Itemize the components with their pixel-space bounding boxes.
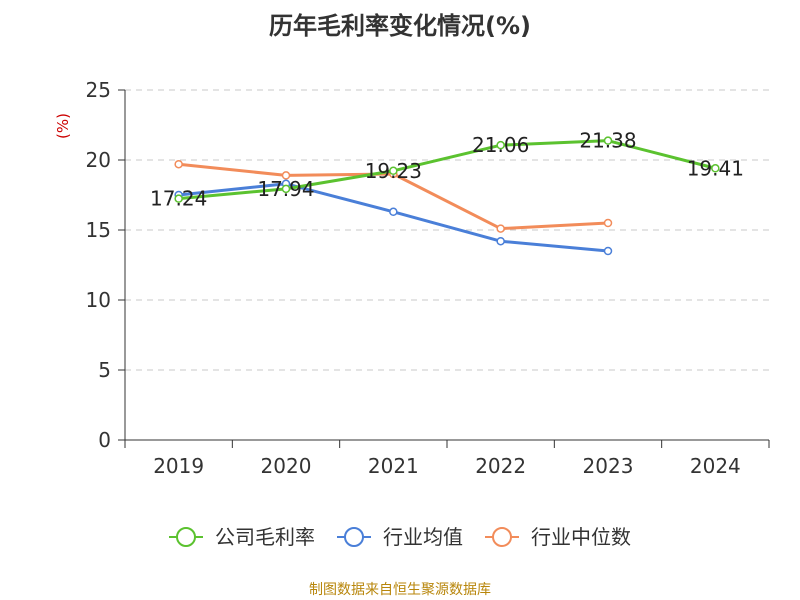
series-line [177,139,717,201]
legend-swatch-marker [344,527,364,547]
data-point [389,207,398,217]
y-tick-label: 0 [98,428,111,452]
data-point [281,184,291,194]
chart-title: 历年毛利率变化情况(%) [269,12,531,40]
x-tick-label: 2021 [368,454,419,478]
data-label: 17.94 [257,177,314,201]
x-tick-label: 2022 [475,454,526,478]
data-labels: 17.24 17.94 19.23 21.06 21.38 19.41 [150,129,744,211]
grid-lines [125,89,769,371]
data-point [603,136,613,145]
source-note: 制图数据来自恒生聚源数据库 [309,582,491,598]
x-tick-label: 2020 [261,454,312,478]
data-label: 21.06 [472,133,529,157]
y-tick-label: 25 [86,78,111,102]
data-point [603,218,613,228]
x-tick-label: 2019 [153,454,204,478]
data-point [389,166,398,176]
legend-swatch-marker [492,527,512,547]
legend: 公司毛利率 行业均值 行业中位数 [169,525,631,549]
data-label: 19.41 [687,156,744,180]
data-point [496,236,505,246]
x-tick-label: 2024 [690,454,741,478]
data-point [281,171,291,180]
data-point [496,224,505,233]
data-point [496,140,505,150]
y-tick-label: 10 [86,288,111,312]
legend-label: 行业均值 [383,525,463,549]
y-tick-label: 5 [98,358,111,382]
legend-label: 行业中位数 [531,525,631,549]
data-point [174,159,183,169]
data-point [174,194,183,203]
data-label: 19.23 [365,159,422,183]
legend-swatch-marker [176,527,196,547]
data-point [603,246,613,256]
axes: 0 5 10 15 20 25 2019 2020 2021 2022 2023 2024 [86,78,770,478]
data-label: 17.24 [150,187,207,211]
x-tick-label: 2023 [583,454,634,478]
y-tick-label: 15 [86,218,111,242]
y-axis-unit-label: (%) [54,113,72,139]
data-label: 21.38 [579,129,636,153]
series-lines [174,136,720,256]
data-point [711,164,720,173]
legend-label: 公司毛利率 [215,525,315,549]
y-tick-label: 20 [86,148,111,172]
